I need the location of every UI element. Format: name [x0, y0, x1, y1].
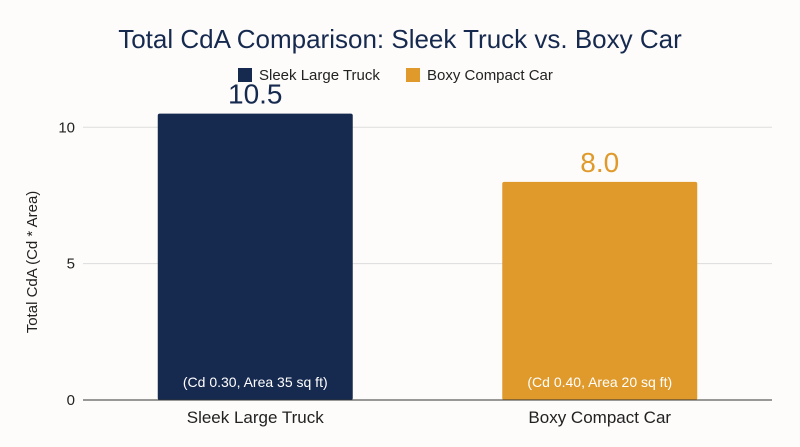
bar-note: (Cd 0.30, Area 35 sq ft) — [183, 374, 328, 390]
x-tick-label: Boxy Compact Car — [528, 408, 671, 427]
y-axis-label: Total CdA (Cd * Area) — [24, 191, 41, 334]
x-axis-ticks: Sleek Large Truck Boxy Compact Car — [187, 408, 672, 427]
y-axis-ticks: 0 5 10 — [58, 119, 75, 409]
legend-swatch-boxy-compact-car — [406, 68, 420, 82]
bar-note: (Cd 0.40, Area 20 sq ft) — [527, 374, 672, 390]
y-tick-label: 0 — [67, 392, 75, 409]
chart-title: Total CdA Comparison: Sleek Truck vs. Bo… — [118, 24, 682, 54]
legend-label-sleek-large-truck: Sleek Large Truck — [259, 67, 380, 84]
bar — [502, 181, 698, 400]
legend-swatch-sleek-large-truck — [238, 68, 252, 82]
y-tick-label: 5 — [67, 256, 75, 273]
y-tick-label: 10 — [58, 119, 75, 136]
bar-value-label: 8.0 — [580, 147, 619, 178]
x-tick-label: Sleek Large Truck — [187, 408, 325, 427]
bars: 10.5 (Cd 0.30, Area 35 sq ft) 8.0 (Cd 0.40,… — [157, 79, 698, 401]
legend: Sleek Large Truck Boxy Compact Car — [238, 67, 553, 84]
legend-label-boxy-compact-car: Boxy Compact Car — [427, 67, 553, 84]
bar-value-label: 10.5 — [228, 79, 283, 110]
bar — [157, 113, 353, 401]
